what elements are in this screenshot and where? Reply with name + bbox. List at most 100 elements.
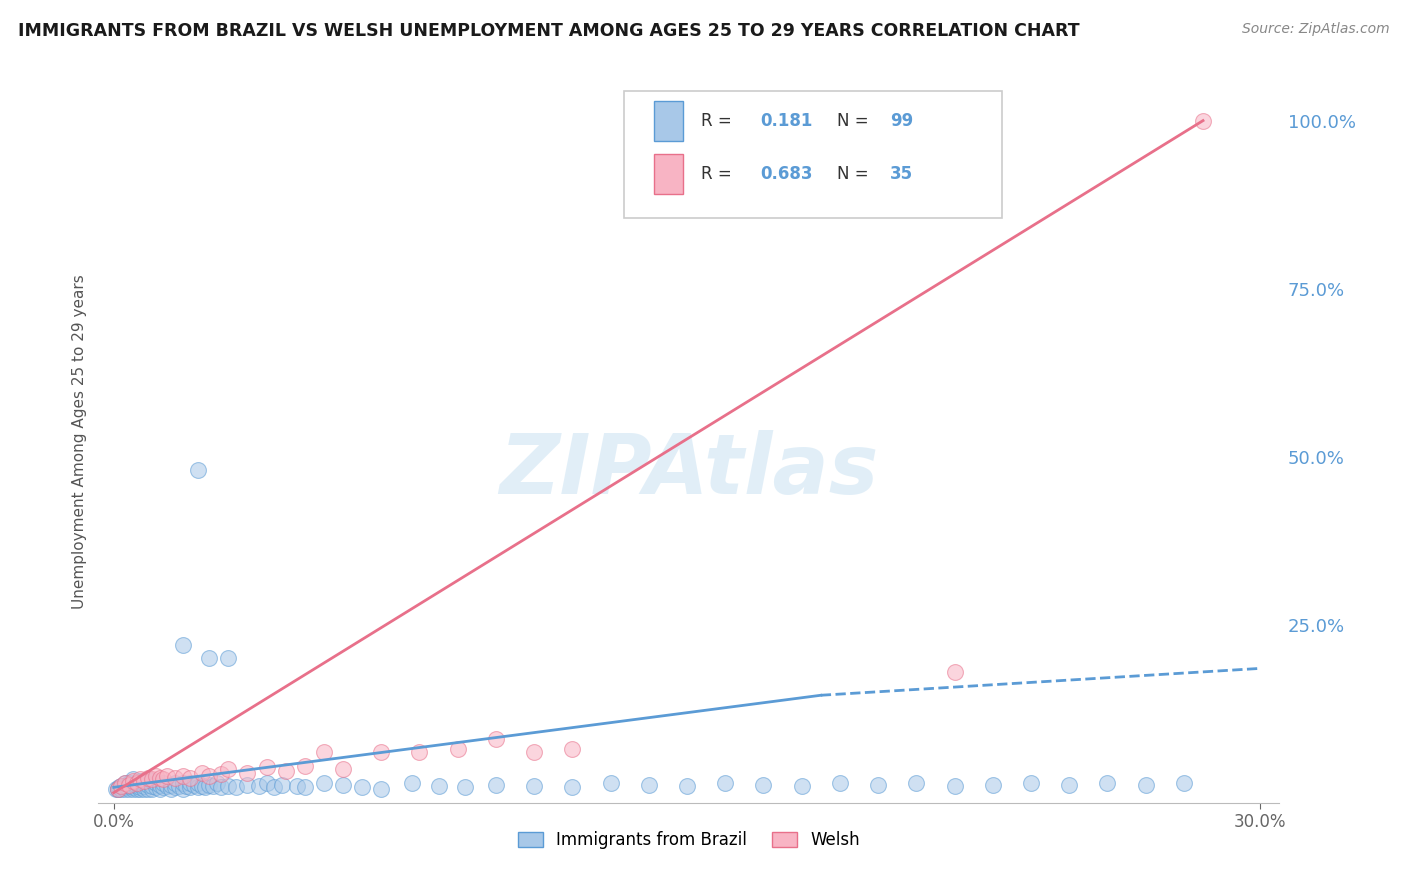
- Immigrants from Brazil: [209, 780, 232, 795]
- Welsh: [136, 771, 159, 785]
- Welsh: [190, 765, 212, 780]
- Text: 0.181: 0.181: [759, 112, 813, 130]
- Immigrants from Brazil: [172, 638, 194, 652]
- Immigrants from Brazil: [179, 775, 201, 789]
- Welsh: [152, 772, 174, 787]
- Welsh: [145, 769, 167, 783]
- Welsh: [561, 742, 583, 756]
- Immigrants from Brazil: [183, 778, 205, 792]
- Welsh: [125, 775, 148, 789]
- Welsh: [1192, 113, 1215, 128]
- Immigrants from Brazil: [134, 779, 156, 793]
- FancyBboxPatch shape: [654, 101, 683, 141]
- Welsh: [447, 742, 470, 756]
- Welsh: [110, 779, 132, 793]
- Welsh: [523, 745, 546, 759]
- Welsh: [274, 764, 297, 779]
- Welsh: [163, 771, 186, 785]
- Welsh: [236, 765, 259, 780]
- Immigrants from Brazil: [114, 775, 136, 789]
- Immigrants from Brazil: [136, 778, 159, 792]
- Immigrants from Brazil: [256, 775, 278, 789]
- Immigrants from Brazil: [263, 780, 285, 795]
- Immigrants from Brazil: [868, 778, 890, 792]
- Immigrants from Brazil: [152, 780, 174, 795]
- Immigrants from Brazil: [129, 782, 152, 797]
- Welsh: [209, 767, 232, 781]
- Immigrants from Brazil: [205, 775, 228, 789]
- Immigrants from Brazil: [217, 651, 239, 665]
- Text: 99: 99: [890, 112, 912, 130]
- Legend: Immigrants from Brazil, Welsh: Immigrants from Brazil, Welsh: [512, 824, 866, 856]
- Immigrants from Brazil: [752, 778, 775, 792]
- Welsh: [129, 772, 152, 787]
- Immigrants from Brazil: [160, 782, 183, 797]
- Immigrants from Brazil: [118, 775, 141, 789]
- Immigrants from Brazil: [115, 780, 138, 795]
- Immigrants from Brazil: [136, 782, 159, 797]
- Immigrants from Brazil: [141, 782, 163, 797]
- Immigrants from Brazil: [523, 779, 546, 793]
- Immigrants from Brazil: [194, 780, 217, 795]
- Immigrants from Brazil: [121, 775, 143, 789]
- Immigrants from Brazil: [187, 463, 209, 477]
- Immigrants from Brazil: [454, 780, 477, 795]
- Welsh: [107, 782, 129, 797]
- Immigrants from Brazil: [332, 778, 354, 792]
- Immigrants from Brazil: [121, 772, 143, 787]
- Immigrants from Brazil: [121, 782, 143, 797]
- Immigrants from Brazil: [176, 779, 198, 793]
- Immigrants from Brazil: [148, 782, 170, 797]
- Welsh: [121, 773, 143, 788]
- Immigrants from Brazil: [125, 782, 148, 797]
- Immigrants from Brazil: [156, 779, 179, 793]
- Immigrants from Brazil: [129, 778, 152, 792]
- Immigrants from Brazil: [134, 782, 156, 797]
- Welsh: [198, 769, 221, 783]
- Immigrants from Brazil: [172, 775, 194, 789]
- Immigrants from Brazil: [714, 775, 737, 789]
- Immigrants from Brazil: [125, 779, 148, 793]
- Immigrants from Brazil: [1173, 775, 1195, 789]
- Welsh: [179, 771, 201, 785]
- Welsh: [156, 769, 179, 783]
- Welsh: [485, 731, 508, 746]
- Immigrants from Brazil: [179, 780, 201, 795]
- Welsh: [408, 745, 430, 759]
- Welsh: [172, 769, 194, 783]
- Welsh: [118, 778, 141, 792]
- Immigrants from Brazil: [107, 782, 129, 797]
- Immigrants from Brazil: [114, 782, 136, 797]
- Immigrants from Brazil: [145, 775, 167, 789]
- Immigrants from Brazil: [108, 780, 131, 795]
- Welsh: [141, 772, 163, 787]
- Immigrants from Brazil: [198, 778, 221, 792]
- Immigrants from Brazil: [129, 780, 152, 795]
- Text: R =: R =: [700, 112, 737, 130]
- Immigrants from Brazil: [1097, 775, 1119, 789]
- Immigrants from Brazil: [236, 778, 259, 792]
- Immigrants from Brazil: [145, 780, 167, 795]
- Immigrants from Brazil: [118, 779, 141, 793]
- Immigrants from Brazil: [104, 782, 127, 797]
- Immigrants from Brazil: [129, 773, 152, 788]
- Immigrants from Brazil: [110, 782, 132, 797]
- Immigrants from Brazil: [118, 782, 141, 797]
- Immigrants from Brazil: [107, 782, 129, 797]
- Immigrants from Brazil: [270, 778, 292, 792]
- Immigrants from Brazil: [121, 780, 143, 795]
- Immigrants from Brazil: [114, 779, 136, 793]
- Immigrants from Brazil: [217, 779, 239, 793]
- Immigrants from Brazil: [1019, 775, 1042, 789]
- Immigrants from Brazil: [225, 780, 247, 795]
- Immigrants from Brazil: [1135, 778, 1157, 792]
- Text: N =: N =: [837, 165, 873, 183]
- Immigrants from Brazil: [427, 779, 450, 793]
- Immigrants from Brazil: [148, 778, 170, 792]
- Immigrants from Brazil: [190, 779, 212, 793]
- Welsh: [332, 762, 354, 776]
- Immigrants from Brazil: [167, 779, 190, 793]
- Text: 35: 35: [890, 165, 912, 183]
- Welsh: [256, 760, 278, 774]
- Text: IMMIGRANTS FROM BRAZIL VS WELSH UNEMPLOYMENT AMONG AGES 25 TO 29 YEARS CORRELATI: IMMIGRANTS FROM BRAZIL VS WELSH UNEMPLOY…: [18, 22, 1080, 40]
